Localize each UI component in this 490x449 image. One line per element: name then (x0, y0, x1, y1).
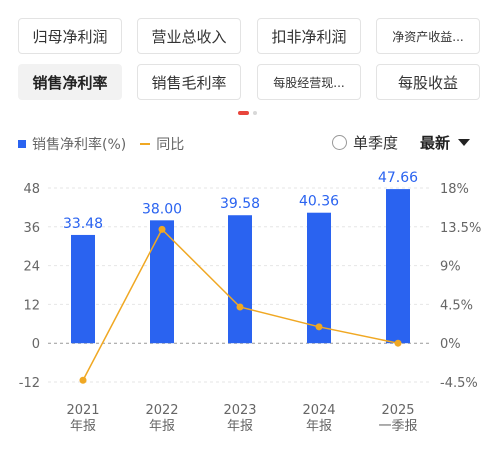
y-right-tick-label: 18% (440, 182, 469, 197)
bar-value-label: 40.36 (299, 194, 339, 210)
y-right-tick-label: 13.5% (440, 221, 481, 236)
y-left-tick-label: 48 (23, 182, 40, 197)
x-tick-label: 年报 (149, 419, 175, 434)
tab-total-revenue[interactable]: 营业总收入 (137, 18, 241, 54)
x-tick-label: 年报 (306, 419, 332, 434)
radio-icon[interactable] (332, 135, 347, 150)
tab-gross-margin[interactable]: 销售毛利率 (137, 64, 241, 100)
bar-value-label: 47.66 (378, 170, 418, 186)
yoy-point (394, 339, 402, 347)
y-right-tick-label: 4.5% (440, 298, 473, 313)
y-right-tick-label: -4.5% (440, 376, 478, 391)
bar-value-label: 39.58 (220, 196, 260, 212)
bar (150, 220, 174, 344)
x-tick-label: 2021 (66, 403, 99, 418)
yoy-point (158, 225, 166, 233)
y-right-tick-label: 0% (440, 337, 461, 352)
tab-net-profit-attributable[interactable]: 归母净利润 (18, 18, 122, 54)
x-tick-label: 一季报 (378, 419, 417, 434)
yoy-point (236, 303, 244, 311)
latest-label: 最新 (420, 134, 451, 152)
caret-down-icon (458, 139, 471, 146)
bar (228, 215, 252, 344)
single-quarter-label: 单季度 (353, 134, 399, 152)
latest-dropdown[interactable]: 最新 (420, 132, 471, 153)
bar (307, 212, 331, 344)
bar-legend-swatch (18, 140, 26, 148)
x-tick-label: 2025 (381, 403, 414, 418)
y-left-tick-label: 36 (23, 221, 40, 236)
single-quarter-toggle[interactable]: 单季度 (332, 132, 398, 153)
page-dot-active (238, 111, 249, 115)
chart-legend: 销售净利率(%) 同比 (18, 134, 184, 154)
x-tick-label: 2023 (223, 403, 256, 418)
tab-net-profit-margin[interactable]: 销售净利率 (18, 64, 122, 100)
bar (386, 189, 410, 344)
page-dot (253, 111, 257, 115)
x-tick-label: 2022 (145, 403, 178, 418)
bar-value-label: 38.00 (142, 201, 182, 217)
tab-eps[interactable]: 每股收益 (376, 64, 480, 100)
page-indicator (238, 111, 257, 115)
line-legend-swatch (140, 143, 151, 145)
tab-roe[interactable]: 净资产收益... (376, 18, 480, 54)
y-left-tick-label: 12 (23, 298, 40, 313)
bar-legend-label: 销售净利率(%) (32, 137, 127, 153)
yoy-point (79, 376, 87, 384)
y-right-tick-label: 9% (440, 260, 461, 275)
tab-operating-cashflow-per-share[interactable]: 每股经营现... (257, 64, 361, 100)
x-tick-label: 2024 (302, 403, 335, 418)
yoy-point (315, 323, 323, 331)
tab-deducted-net-profit[interactable]: 扣非净利润 (257, 18, 361, 54)
y-left-tick-label: 24 (23, 260, 40, 275)
bar-value-label: 33.48 (63, 216, 103, 232)
y-left-tick-label: 0 (32, 337, 40, 352)
x-tick-label: 年报 (227, 419, 253, 434)
line-legend-label: 同比 (156, 137, 185, 153)
y-left-tick-label: -12 (19, 376, 40, 391)
bar (71, 234, 95, 344)
x-tick-label: 年报 (70, 419, 96, 434)
